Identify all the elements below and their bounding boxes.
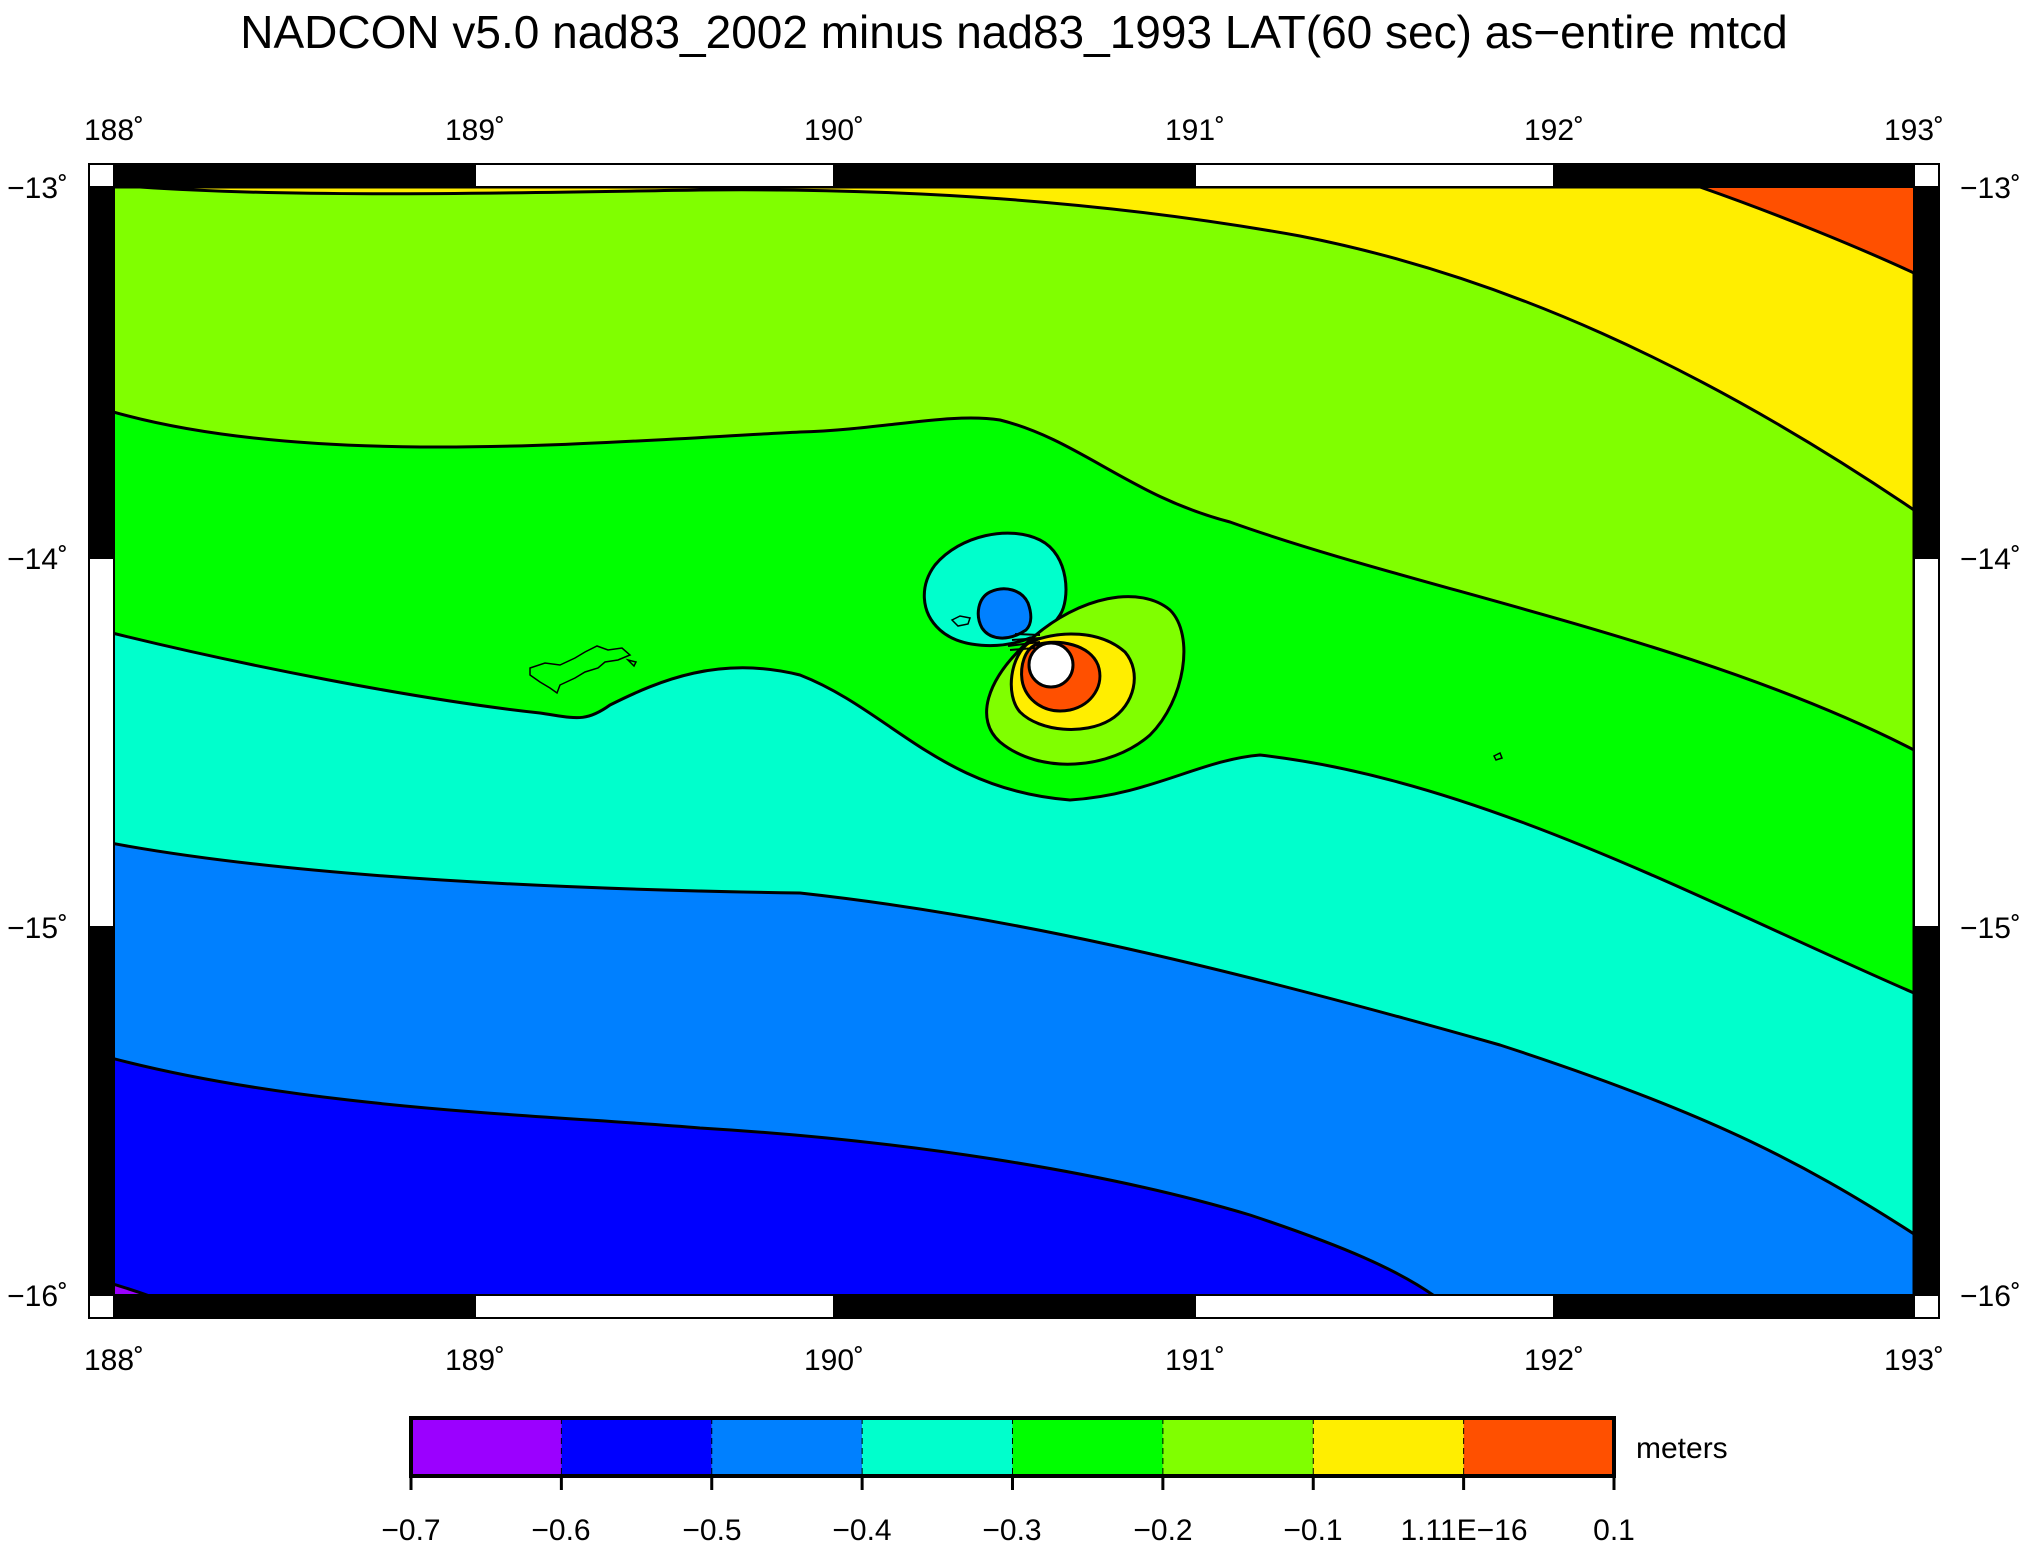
- colorbar-unit-label: meters: [1636, 1432, 1728, 1465]
- colorbar: meters −0.7 −0.6 −0.5 −0.4 −0.3 −0.2 −0.…: [381, 1416, 1728, 1547]
- lon-tick-top: 189˚: [445, 114, 505, 147]
- anomaly-contour-convergence: [1007, 633, 1041, 651]
- island-outline-central: [950, 615, 971, 627]
- anomaly-white-center: [1027, 641, 1075, 689]
- band-purple: [114, 1282, 152, 1295]
- colorbar-label: −0.5: [682, 1514, 741, 1547]
- anomaly-blue-core: [976, 587, 1033, 640]
- colorbar-label: 0.1: [1593, 1514, 1635, 1547]
- lon-tick-top: 188˚: [84, 114, 144, 147]
- colorbar-label: 1.11E−16: [1400, 1514, 1527, 1547]
- colorbar-label: −0.4: [832, 1514, 891, 1547]
- lat-tick-right: −14˚: [1960, 543, 2021, 576]
- colorbar-swatches: [409, 1418, 1616, 1490]
- colorbar-swatch: [862, 1418, 1013, 1476]
- lat-tick-left: −15˚: [7, 912, 68, 945]
- colorbar-labels: −0.7 −0.6 −0.5 −0.4 −0.3 −0.2 −0.1 1.11E…: [381, 1514, 1634, 1547]
- colorbar-swatch: [561, 1418, 712, 1476]
- map-title: NADCON v5.0 nad83_2002 minus nad83_1993 …: [240, 6, 1788, 58]
- colorbar-label: −0.7: [381, 1514, 440, 1547]
- lon-tick-bottom: 193˚: [1884, 1344, 1944, 1377]
- lat-tick-left: −13˚: [7, 172, 68, 205]
- lat-tick-left: −16˚: [7, 1280, 68, 1313]
- island-outline-west: [529, 645, 638, 695]
- lon-tick-top: 191˚: [1165, 114, 1225, 147]
- lon-tick-bottom: 189˚: [445, 1344, 505, 1377]
- lon-tick-top: 192˚: [1524, 114, 1584, 147]
- colorbar-swatch: [711, 1418, 863, 1476]
- contour-fills: [114, 187, 1914, 1295]
- lat-ticks-right: −13˚ −14˚ −15˚ −16˚: [1960, 172, 2021, 1313]
- lat-tick-right: −16˚: [1960, 1280, 2021, 1313]
- lon-ticks-bottom: 188˚ 189˚ 190˚ 191˚ 192˚ 193˚: [84, 1344, 1944, 1377]
- lat-tick-right: −15˚: [1960, 912, 2021, 945]
- colorbar-swatch: [411, 1418, 562, 1476]
- colorbar-frame: [409, 1416, 1616, 1478]
- colorbar-label: −0.1: [1283, 1514, 1342, 1547]
- island-outline-east: [1492, 751, 1503, 761]
- lon-tick-bottom: 188˚: [84, 1344, 144, 1377]
- colorbar-swatch: [1313, 1418, 1464, 1476]
- colorbar-label: −0.3: [982, 1514, 1041, 1547]
- colorbar-label: −0.2: [1133, 1514, 1192, 1547]
- lat-tick-right: −13˚: [1960, 172, 2021, 205]
- lon-tick-bottom: 192˚: [1524, 1344, 1584, 1377]
- lon-tick-bottom: 191˚: [1165, 1344, 1225, 1377]
- colorbar-label: −0.6: [531, 1514, 590, 1547]
- frame-graduation: [88, 163, 1940, 1319]
- lon-ticks-top: 188˚ 189˚ 190˚ 191˚ 192˚ 193˚: [84, 114, 1944, 147]
- lon-tick-bottom: 190˚: [804, 1344, 864, 1377]
- lon-tick-top: 190˚: [804, 114, 864, 147]
- colorbar-swatch: [1162, 1418, 1314, 1476]
- colorbar-swatch: [1012, 1418, 1163, 1476]
- lat-ticks-left: −13˚ −14˚ −15˚ −16˚: [7, 172, 68, 1313]
- lat-tick-left: −14˚: [7, 543, 68, 576]
- colorbar-swatch: [1463, 1418, 1614, 1476]
- lon-tick-top: 193˚: [1884, 114, 1944, 147]
- band-darkblue: [114, 1057, 1436, 1295]
